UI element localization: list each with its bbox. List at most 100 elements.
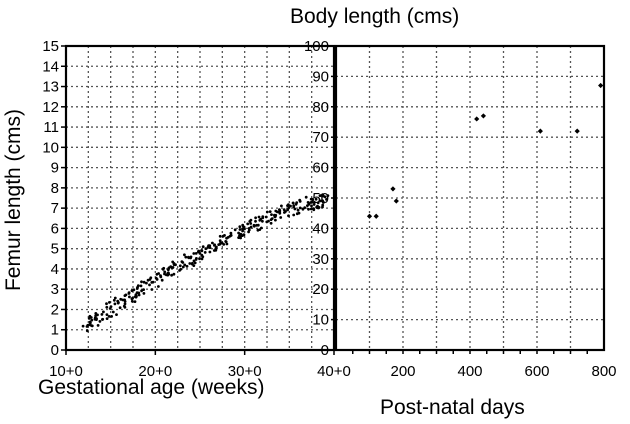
femur-data-point (151, 280, 155, 284)
femur-data-point (191, 261, 194, 265)
femur-x-axis-title: Gestational age (weeks) (38, 376, 264, 399)
body-length-y-tick-label: 0 (321, 342, 329, 359)
femur-data-point (130, 289, 134, 292)
femur-data-point (225, 242, 229, 246)
femur-data-point (123, 300, 127, 303)
femur-data-point (201, 255, 205, 259)
femur-data-point (192, 252, 196, 255)
femur-x-tick-labels: 10+0 20+0 30+0 40+0 (49, 363, 351, 380)
body-length-panel: 200 400 600 800 0 10 20 30 40 50 60 70 80 90 100 Body… (290, 0, 617, 419)
femur-data-point (87, 317, 91, 320)
femur-data-point (217, 243, 221, 247)
femur-data-point (226, 235, 230, 239)
femur-data-point (229, 231, 233, 235)
femur-data-point (169, 265, 173, 268)
femur-data-point (178, 269, 182, 272)
femur-data-point (89, 316, 93, 319)
femur-y-tick-label: 7 (51, 200, 59, 217)
femur-y-tick-label: 13 (42, 79, 59, 96)
femur-data-point (310, 204, 313, 208)
femur-data-point (270, 217, 274, 221)
femur-data-point (187, 256, 191, 260)
body-length-y-tick-label: 50 (312, 190, 329, 207)
femur-data-point (123, 294, 127, 297)
femur-data-point (135, 287, 139, 290)
femur-data-point (137, 293, 141, 297)
femur-y-tick-label: 1 (51, 322, 59, 339)
femur-y-axis-title: Femur length (cms) (2, 109, 25, 291)
femur-data-point (172, 272, 176, 276)
femur-data-point (117, 301, 120, 304)
body-length-data-point (537, 128, 543, 134)
femur-data-point (218, 239, 222, 243)
femur-data-point (265, 220, 269, 224)
femur-data-point (150, 288, 154, 291)
femur-data-point (157, 285, 160, 288)
femur-data-point (88, 320, 92, 324)
femur-data-point (118, 306, 122, 310)
femur-data-point (208, 244, 212, 248)
femur-data-point (261, 215, 265, 219)
femur-grid (66, 46, 334, 350)
femur-data-point (256, 223, 260, 227)
femur-data-point (174, 263, 177, 267)
femur-data-point (312, 203, 316, 206)
femur-data-point (130, 297, 134, 301)
femur-data-point (178, 264, 182, 268)
femur-data-point (130, 299, 134, 303)
femur-data-point (279, 216, 283, 219)
femur-data-point (115, 313, 118, 316)
femur-data-point (238, 234, 241, 238)
femur-data-point (264, 215, 268, 219)
femur-y-tick-label: 8 (51, 180, 59, 197)
femur-data-point (160, 278, 164, 282)
femur-data-point (122, 304, 126, 308)
femur-data-point (287, 206, 291, 210)
femur-data-point (218, 234, 222, 238)
body-length-axis-ticks (331, 45, 588, 354)
femur-data-point (247, 227, 251, 230)
body-length-plot-frame (334, 44, 606, 352)
femur-data-point (127, 295, 131, 299)
femur-data-point (140, 280, 143, 284)
body-length-x-tick-labels: 200 400 600 800 (390, 363, 616, 380)
femur-x-tick-label: 10+0 (49, 363, 83, 380)
femur-data-point (108, 301, 111, 304)
femur-data-point (183, 263, 187, 267)
femur-data-point (261, 219, 264, 223)
body-length-x-axis-title: Post-natal days (380, 396, 525, 419)
femur-data-point (134, 295, 138, 299)
femur-data-point (211, 241, 214, 245)
femur-data-point (224, 240, 228, 243)
femur-data-point (258, 228, 262, 232)
femur-data-point (96, 324, 100, 327)
femur-x-tick-label: 20+0 (138, 363, 172, 380)
body-length-data-point (474, 116, 480, 122)
femur-data-point (127, 292, 131, 295)
femur-axis-ticks (61, 45, 335, 355)
femur-data-point (101, 317, 105, 321)
femur-data-point (142, 280, 146, 284)
femur-data-point (311, 198, 314, 202)
femur-data-point (89, 324, 93, 327)
body-length-y-tick-label: 60 (312, 160, 329, 177)
femur-data-point (249, 218, 253, 222)
femur-data-point (95, 317, 98, 320)
femur-data-point (246, 222, 250, 226)
femur-data-point (274, 215, 277, 218)
femur-data-point (321, 205, 324, 209)
femur-data-point (296, 208, 300, 212)
femur-data-point (287, 214, 290, 218)
femur-data-point (145, 281, 148, 285)
femur-data-point (105, 313, 109, 316)
femur-data-point (107, 315, 111, 318)
femur-y-tick-label: 14 (42, 58, 59, 75)
femur-data-point (303, 206, 307, 210)
femur-data-point (112, 298, 116, 302)
femur-data-point (204, 247, 208, 251)
femur-data-point (171, 260, 175, 264)
femur-data-point (309, 207, 313, 211)
femur-data-point (203, 251, 207, 254)
